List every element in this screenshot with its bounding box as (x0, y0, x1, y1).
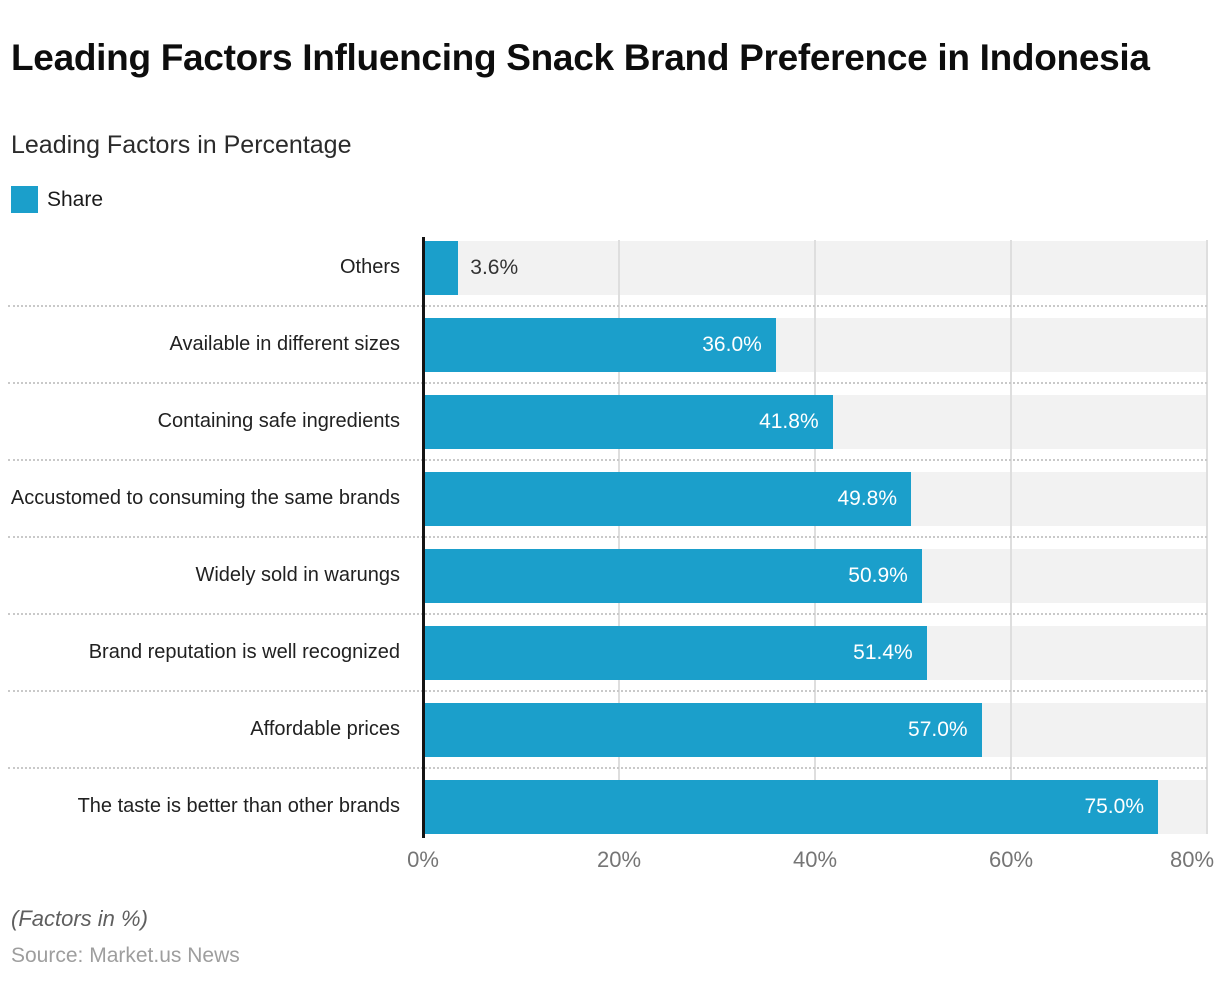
row-separator (8, 459, 1207, 461)
legend-swatch-icon (11, 186, 38, 213)
bar-value-label: 41.8% (759, 409, 819, 433)
row-separator (8, 382, 1207, 384)
bar-value-label: 57.0% (908, 717, 968, 741)
bar: 41.8% (423, 394, 833, 449)
bar-value-label: 3.6% (470, 255, 519, 279)
bar: 57.0% (423, 702, 982, 757)
bar: 49.8% (423, 471, 912, 526)
y-axis-line (422, 237, 425, 838)
bar: 36.0% (423, 317, 776, 372)
bar-chart: Others 3.6% Available in different sizes 36… (0, 229, 1220, 845)
row-separator (8, 305, 1207, 307)
category-label: Accustomed to consuming the same brands (10, 487, 400, 509)
x-axis: 0% 20% 40% 60% 80% (0, 845, 1220, 875)
row-separator (8, 536, 1207, 538)
x-axis-label: 80% (1169, 847, 1215, 872)
x-axis-label: 40% (792, 847, 838, 872)
page-title: Leading Factors Influencing Snack Brand … (11, 36, 1150, 78)
bar-value-label: 49.8% (837, 486, 898, 510)
bar: 51.4% (423, 625, 927, 680)
category-label: The taste is better than other brands (77, 795, 400, 817)
footnote: (Factors in %) (11, 906, 148, 931)
category-label: Others (339, 256, 400, 278)
row-separator (8, 613, 1207, 615)
chart-subtitle: Leading Factors in Percentage (11, 131, 352, 159)
bar-value-label: 51.4% (853, 640, 913, 664)
legend: Share (11, 186, 103, 213)
category-label: Available in different sizes (169, 333, 400, 355)
bar-value-label: 50.9% (848, 563, 908, 587)
bar: 75.0% (423, 779, 1158, 834)
category-label: Containing safe ingredients (157, 410, 400, 432)
source-credit: Source: Market.us News (11, 944, 240, 967)
row-separator (8, 690, 1207, 692)
category-label: Affordable prices (250, 718, 400, 740)
x-axis-label: 0% (407, 847, 439, 872)
bar-value-label: 75.0% (1084, 794, 1144, 818)
category-label: Widely sold in warungs (195, 564, 400, 586)
row-separator (8, 767, 1207, 769)
x-axis-label: 20% (596, 847, 642, 872)
legend-label: Share (47, 187, 104, 211)
bar: 50.9% (423, 548, 922, 603)
grid-line (1206, 240, 1208, 834)
bar-value-label: 36.0% (702, 332, 762, 356)
category-label: Brand reputation is well recognized (88, 641, 400, 663)
x-axis-label: 60% (988, 847, 1034, 872)
bar (423, 240, 459, 295)
